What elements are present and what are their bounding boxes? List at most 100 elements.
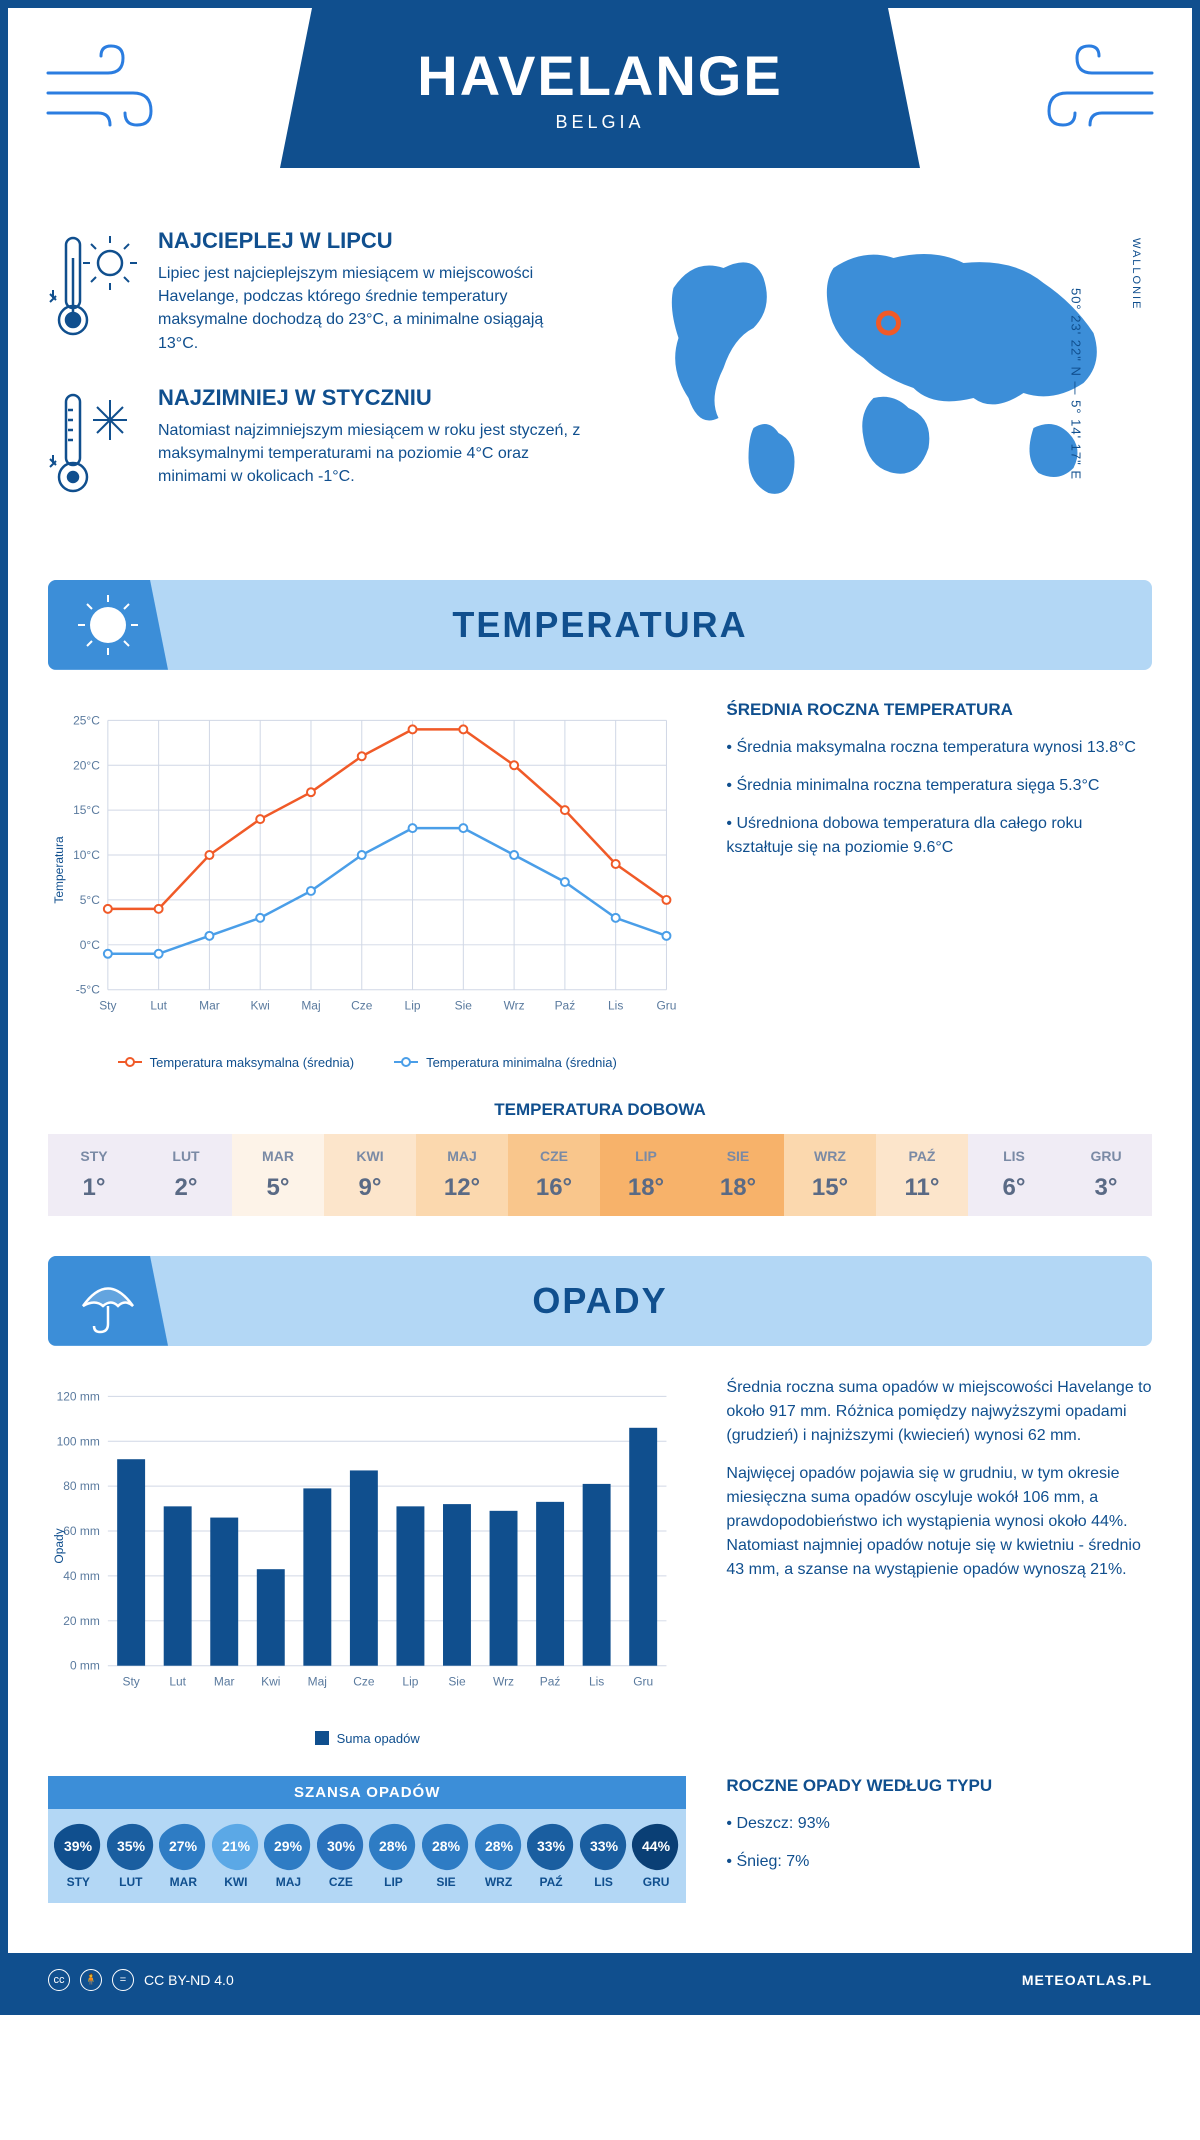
svg-text:Paź: Paź <box>540 1674 561 1688</box>
precip-type-item: • Deszcz: 93% <box>726 1812 1152 1836</box>
rain-chance-cell: 35%LUT <box>105 1823 158 1889</box>
svg-text:Sty: Sty <box>99 998 116 1012</box>
nd-icon: = <box>112 1969 134 1991</box>
svg-text:40 mm: 40 mm <box>63 1569 100 1583</box>
svg-text:Mar: Mar <box>214 1674 235 1688</box>
daily-temp-cell: KWI9° <box>324 1134 416 1216</box>
precipitation-type-info: ROCZNE OPADY WEDŁUG TYPU • Deszcz: 93% •… <box>726 1776 1152 1903</box>
section-header-temperature: TEMPERATURA <box>48 580 1152 670</box>
precipitation-title: OPADY <box>532 1280 667 1322</box>
cc-icon: cc <box>48 1969 70 1991</box>
daily-temp-cell: PAŹ11° <box>876 1134 968 1216</box>
svg-text:Maj: Maj <box>301 998 320 1012</box>
svg-text:Cze: Cze <box>353 1674 375 1688</box>
daily-temp-title: TEMPERATURA DOBOWA <box>48 1100 1152 1120</box>
title-banner: HAVELANGE BELGIA <box>280 8 920 168</box>
daily-temp-cell: GRU3° <box>1060 1134 1152 1216</box>
rain-chance-cell: 27%MAR <box>157 1823 210 1889</box>
daily-temp-cell: LUT2° <box>140 1134 232 1216</box>
precipitation-chart: 0 mm 20 mm 40 mm 60 mm 80 mm 100 mm 120 mm Sty L… <box>48 1376 686 1746</box>
svg-text:Opady: Opady <box>52 1528 66 1563</box>
svg-text:60 mm: 60 mm <box>63 1524 100 1538</box>
svg-text:Kwi: Kwi <box>251 998 270 1012</box>
header: HAVELANGE BELGIA <box>8 8 1192 208</box>
svg-text:Lis: Lis <box>589 1674 604 1688</box>
precip-type-title: ROCZNE OPADY WEDŁUG TYPU <box>726 1776 1152 1796</box>
temp-info-item: • Średnia maksymalna roczna temperatura … <box>726 736 1152 760</box>
svg-text:25°C: 25°C <box>73 713 100 727</box>
svg-text:0 mm: 0 mm <box>70 1658 100 1672</box>
rain-chance-cell: 33%PAŹ <box>525 1823 578 1889</box>
umbrella-icon <box>48 1256 168 1346</box>
svg-text:Paź: Paź <box>555 998 576 1012</box>
section-header-precipitation: OPADY <box>48 1256 1152 1346</box>
svg-text:20 mm: 20 mm <box>63 1614 100 1628</box>
daily-temp-cell: LIS6° <box>968 1134 1060 1216</box>
rain-chance-title: SZANSA OPADÓW <box>48 1776 686 1809</box>
thermometer-sun-icon <box>48 228 138 355</box>
thermometer-snow-icon <box>48 385 138 510</box>
daily-temp-cell: CZE16° <box>508 1134 600 1216</box>
wind-icon <box>1022 38 1162 143</box>
hot-text: Lipiec jest najcieplejszym miesiącem w m… <box>158 262 585 355</box>
svg-text:Gru: Gru <box>656 998 676 1012</box>
daily-temp-table: STY1°LUT2°MAR5°KWI9°MAJ12°CZE16°LIP18°SI… <box>48 1134 1152 1216</box>
svg-text:120 mm: 120 mm <box>57 1389 100 1403</box>
brand-text: METEOATLAS.PL <box>1022 1972 1152 1988</box>
precip-text: Najwięcej opadów pojawia się w grudniu, … <box>726 1462 1152 1582</box>
daily-temp-cell: SIE18° <box>692 1134 784 1216</box>
temp-info-title: ŚREDNIA ROCZNA TEMPERATURA <box>726 700 1152 720</box>
svg-text:Lis: Lis <box>608 998 623 1012</box>
daily-temp-cell: WRZ15° <box>784 1134 876 1216</box>
precip-text: Średnia roczna suma opadów w miejscowośc… <box>726 1376 1152 1448</box>
precipitation-info: Średnia roczna suma opadów w miejscowośc… <box>726 1376 1152 1746</box>
daily-temp-cell: STY1° <box>48 1134 140 1216</box>
precip-type-item: • Śnieg: 7% <box>726 1850 1152 1874</box>
rain-chance-cell: 33%LIS <box>577 1823 630 1889</box>
rain-chance-cell: 29%MAJ <box>262 1823 315 1889</box>
rain-chance-cell: 28%WRZ <box>472 1823 525 1889</box>
rain-chance-table: 39%STY35%LUT27%MAR21%KWI29%MAJ30%CZE28%L… <box>48 1809 686 1903</box>
intro-section: NAJCIEPLEJ W LIPCU Lipiec jest najcieple… <box>48 228 1152 540</box>
footer: cc 🧍 = CC BY-ND 4.0 METEOATLAS.PL <box>8 1953 1192 2007</box>
svg-text:Maj: Maj <box>308 1674 327 1688</box>
svg-text:5°C: 5°C <box>80 893 100 907</box>
by-icon: 🧍 <box>80 1969 102 1991</box>
cold-text: Natomiast najzimniejszym miesiącem w rok… <box>158 419 585 489</box>
temp-info-item: • Uśredniona dobowa temperatura dla całe… <box>726 812 1152 860</box>
svg-text:Sty: Sty <box>122 1674 139 1688</box>
svg-text:-5°C: -5°C <box>76 982 100 996</box>
daily-temp-cell: LIP18° <box>600 1134 692 1216</box>
svg-text:Cze: Cze <box>351 998 373 1012</box>
daily-temp-cell: MAR5° <box>232 1134 324 1216</box>
daily-temp-cell: MAJ12° <box>416 1134 508 1216</box>
hot-block: NAJCIEPLEJ W LIPCU Lipiec jest najcieple… <box>48 228 585 355</box>
svg-text:Lut: Lut <box>150 998 167 1012</box>
rain-chance-cell: 30%CZE <box>315 1823 368 1889</box>
svg-text:15°C: 15°C <box>73 803 100 817</box>
legend-max: Temperatura maksymalna (średnia) <box>150 1055 354 1070</box>
svg-text:10°C: 10°C <box>73 848 100 862</box>
page-title: HAVELANGE <box>417 43 782 108</box>
temperature-title: TEMPERATURA <box>452 604 747 646</box>
svg-text:Mar: Mar <box>199 998 220 1012</box>
svg-text:Wrz: Wrz <box>493 1674 514 1688</box>
svg-text:Lip: Lip <box>402 1674 418 1688</box>
svg-text:Lut: Lut <box>169 1674 186 1688</box>
rain-chance-cell: 28%LIP <box>367 1823 420 1889</box>
cold-block: NAJZIMNIEJ W STYCZNIU Natomiast najzimni… <box>48 385 585 510</box>
svg-text:Sie: Sie <box>455 998 473 1012</box>
svg-text:100 mm: 100 mm <box>57 1434 100 1448</box>
temp-info-item: • Średnia minimalna roczna temperatura s… <box>726 774 1152 798</box>
svg-text:Sie: Sie <box>448 1674 466 1688</box>
coords-label: 50° 23' 22" N — 5° 14' 17" E <box>1068 288 1083 480</box>
cold-title: NAJZIMNIEJ W STYCZNIU <box>158 385 585 411</box>
svg-text:Lip: Lip <box>405 998 421 1012</box>
svg-text:80 mm: 80 mm <box>63 1479 100 1493</box>
hot-title: NAJCIEPLEJ W LIPCU <box>158 228 585 254</box>
license-text: CC BY-ND 4.0 <box>144 1972 234 1988</box>
map-block: WALLONIE 50° 23' 22" N — 5° 14' 17" E <box>615 228 1152 540</box>
region-label: WALLONIE <box>1130 238 1142 310</box>
legend-min: Temperatura minimalna (średnia) <box>426 1055 617 1070</box>
rain-chance-cell: 21%KWI <box>210 1823 263 1889</box>
